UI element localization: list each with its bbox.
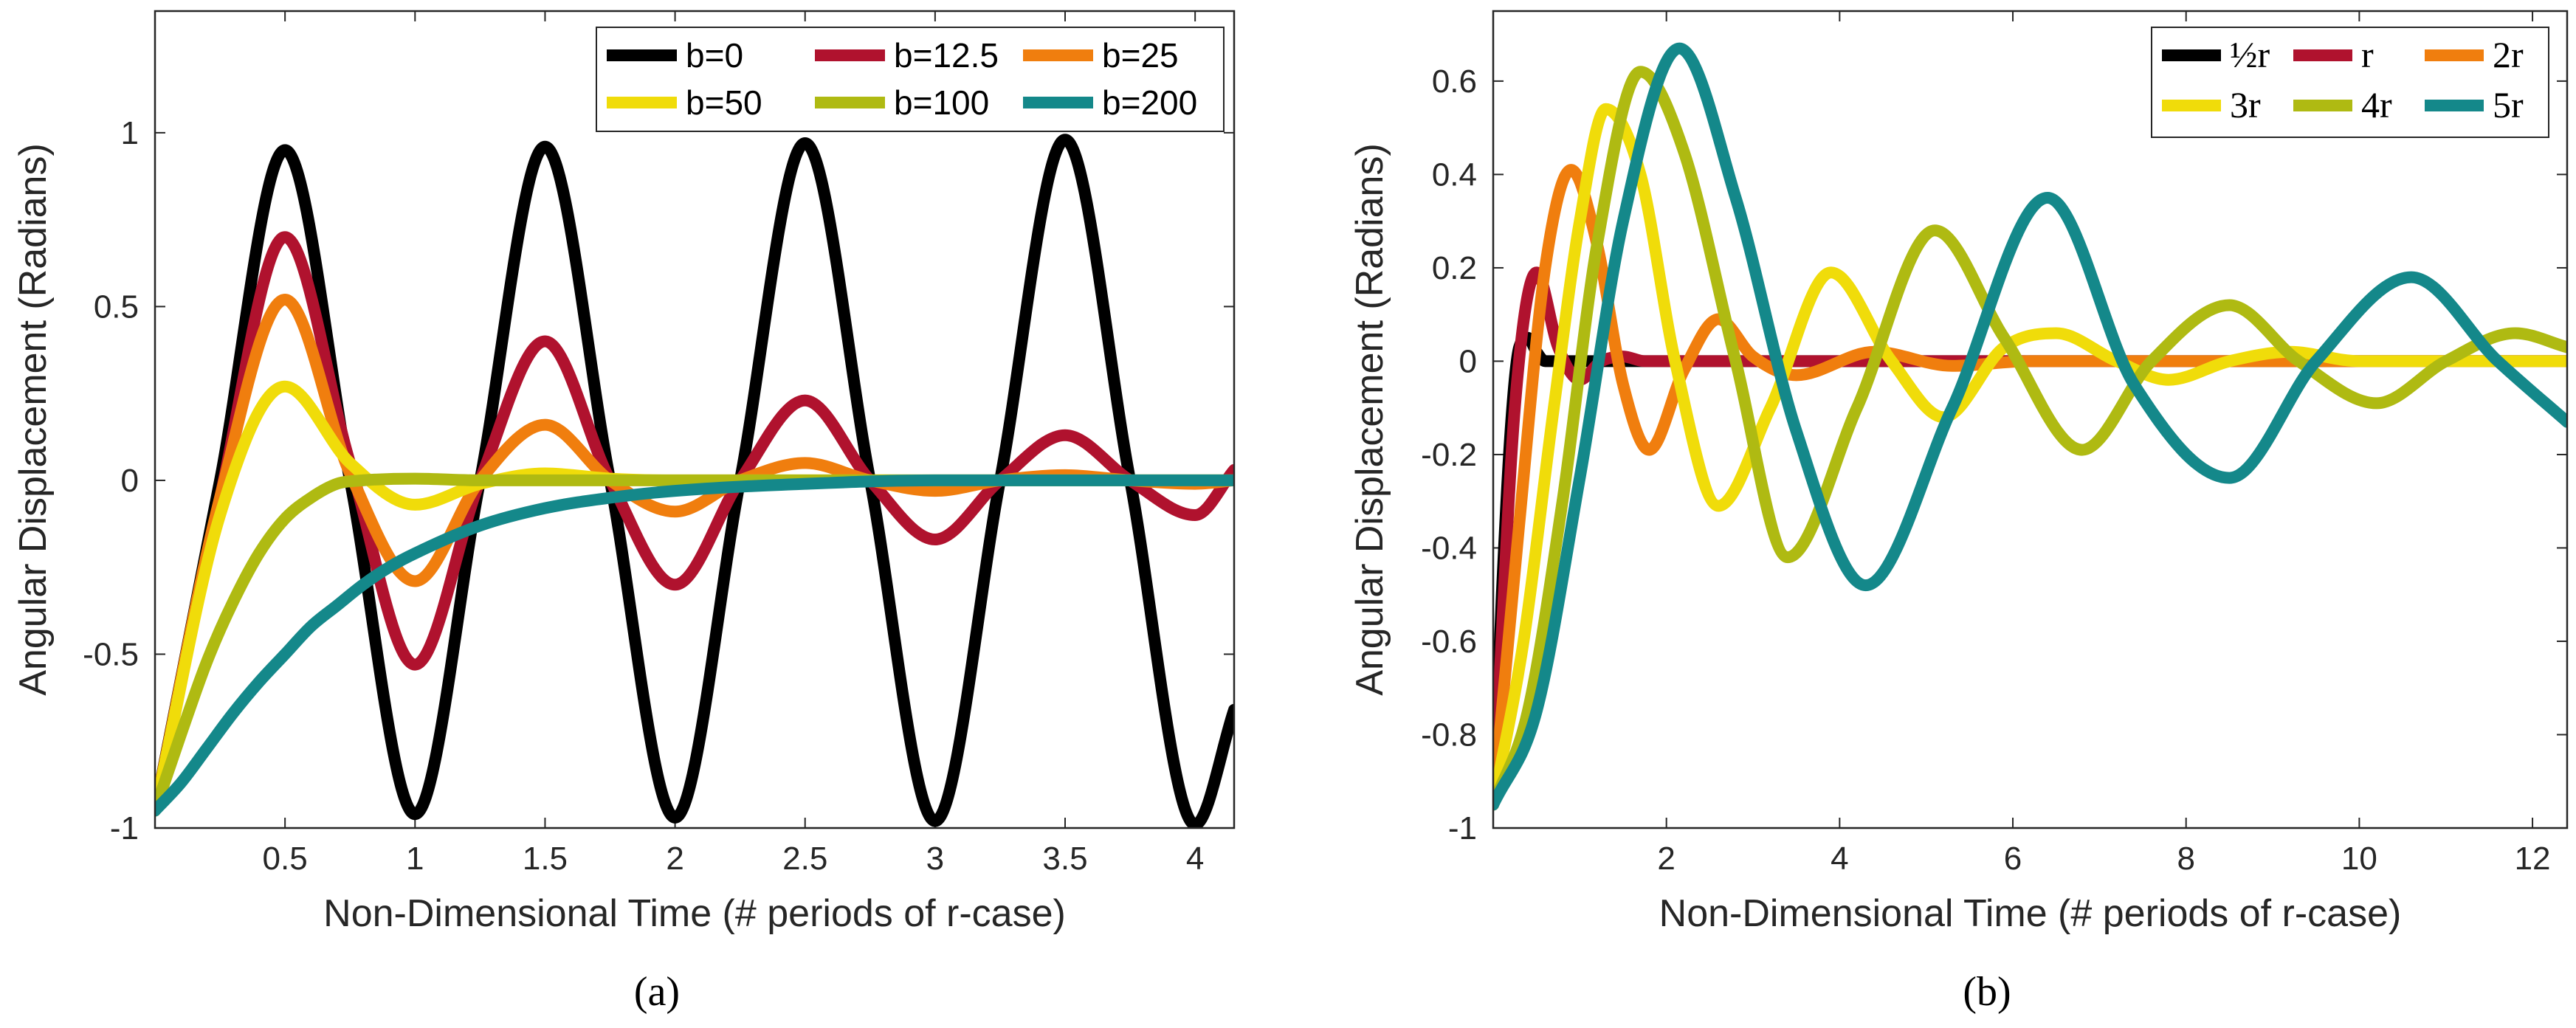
y-tick-label: 0 [1459, 343, 1477, 379]
legend: ½r r 2r 3r 4r 5r [2151, 27, 2549, 138]
series-line-6 [155, 474, 1234, 817]
x-axis-label: Non-Dimensional Time (# periods of r-cas… [1659, 892, 2402, 935]
legend-label: b=25 [1102, 36, 1179, 75]
legend-label: b=12.5 [894, 36, 999, 75]
x-tick-label: 2.5 [782, 841, 827, 877]
panel-caption: (a) [634, 969, 680, 1015]
y-tick-label: -0.6 [1421, 624, 1477, 660]
y-axis-label: Angular Displacement (Radians) [12, 143, 55, 696]
y-tick-label: -0.4 [1421, 530, 1477, 566]
series-line-3 [1493, 164, 2567, 811]
panel-caption: (b) [1963, 969, 2011, 1015]
legend-label: 5r [2493, 84, 2524, 125]
y-tick-label: -0.8 [1421, 717, 1477, 753]
x-tick-label: 4 [1186, 841, 1204, 877]
y-tick-label: 0 [121, 463, 139, 499]
legend-label: b=50 [686, 83, 762, 122]
legend-box [2151, 27, 2549, 138]
legend-label: b=0 [686, 36, 743, 75]
x-tick-label: 1.5 [523, 841, 568, 877]
y-tick-label: 0.5 [94, 289, 139, 325]
x-tick-label: 12 [2515, 841, 2551, 877]
y-tick-label: 0.6 [1432, 63, 1477, 100]
y-axis-label: Angular Displacement (Radians) [1349, 143, 1391, 696]
x-tick-label: 4 [1831, 841, 1848, 877]
chart-panel-b: 2 4 6 8 10 12 -1 -0.8 -0.6 -0.4 -0.2 0 0.2 0.4 0.6 Non-… [1349, 10, 2569, 1015]
legend-label: 2r [2493, 34, 2524, 75]
legend-label: 4r [2361, 84, 2392, 125]
series-group [155, 134, 1234, 828]
y-tick-label: -1 [110, 810, 139, 846]
legend-label: 3r [2230, 84, 2261, 125]
legend-box [596, 27, 1225, 132]
legend-label: b=200 [1102, 83, 1197, 122]
chart-panel-a: 0.5 1 1.5 2 2.5 3 3.5 4 -1 -0.5 0 0.5 1 Non-Dimension… [12, 10, 1236, 1015]
y-tick-label: -1 [1448, 810, 1477, 846]
x-tick-label: 10 [2341, 841, 2377, 877]
x-tick-label: 2 [666, 841, 683, 877]
series-line-6 [1493, 42, 2567, 811]
series-line-4 [1493, 103, 2567, 811]
legend-label: ½r [2230, 34, 2270, 75]
legend-label: b=100 [894, 83, 989, 122]
axes-box [154, 10, 1236, 829]
series-group [1493, 42, 2567, 811]
x-tick-label: 2 [1657, 841, 1675, 877]
y-tick-label: 0.4 [1432, 156, 1477, 193]
x-tick-label: 0.5 [263, 841, 308, 877]
y-tick-label: -0.5 [83, 636, 139, 672]
y-tick-label: 1 [121, 115, 139, 151]
x-tick-label: 3 [926, 841, 944, 877]
axes-box [1492, 10, 2569, 829]
x-tick-label: 3.5 [1042, 841, 1087, 877]
legend-label: r [2361, 34, 2374, 75]
legend: b=0 b=12.5 b=25 b=50 b=100 b=200 [596, 27, 1225, 132]
y-tick-label: -0.2 [1421, 437, 1477, 473]
x-tick-label: 6 [2004, 841, 2022, 877]
x-tick-label: 1 [406, 841, 424, 877]
x-axis-label: Non-Dimensional Time (# periods of r-cas… [323, 892, 1066, 935]
x-tick-label: 8 [2177, 841, 2194, 877]
y-tick-label: 0.2 [1432, 250, 1477, 286]
